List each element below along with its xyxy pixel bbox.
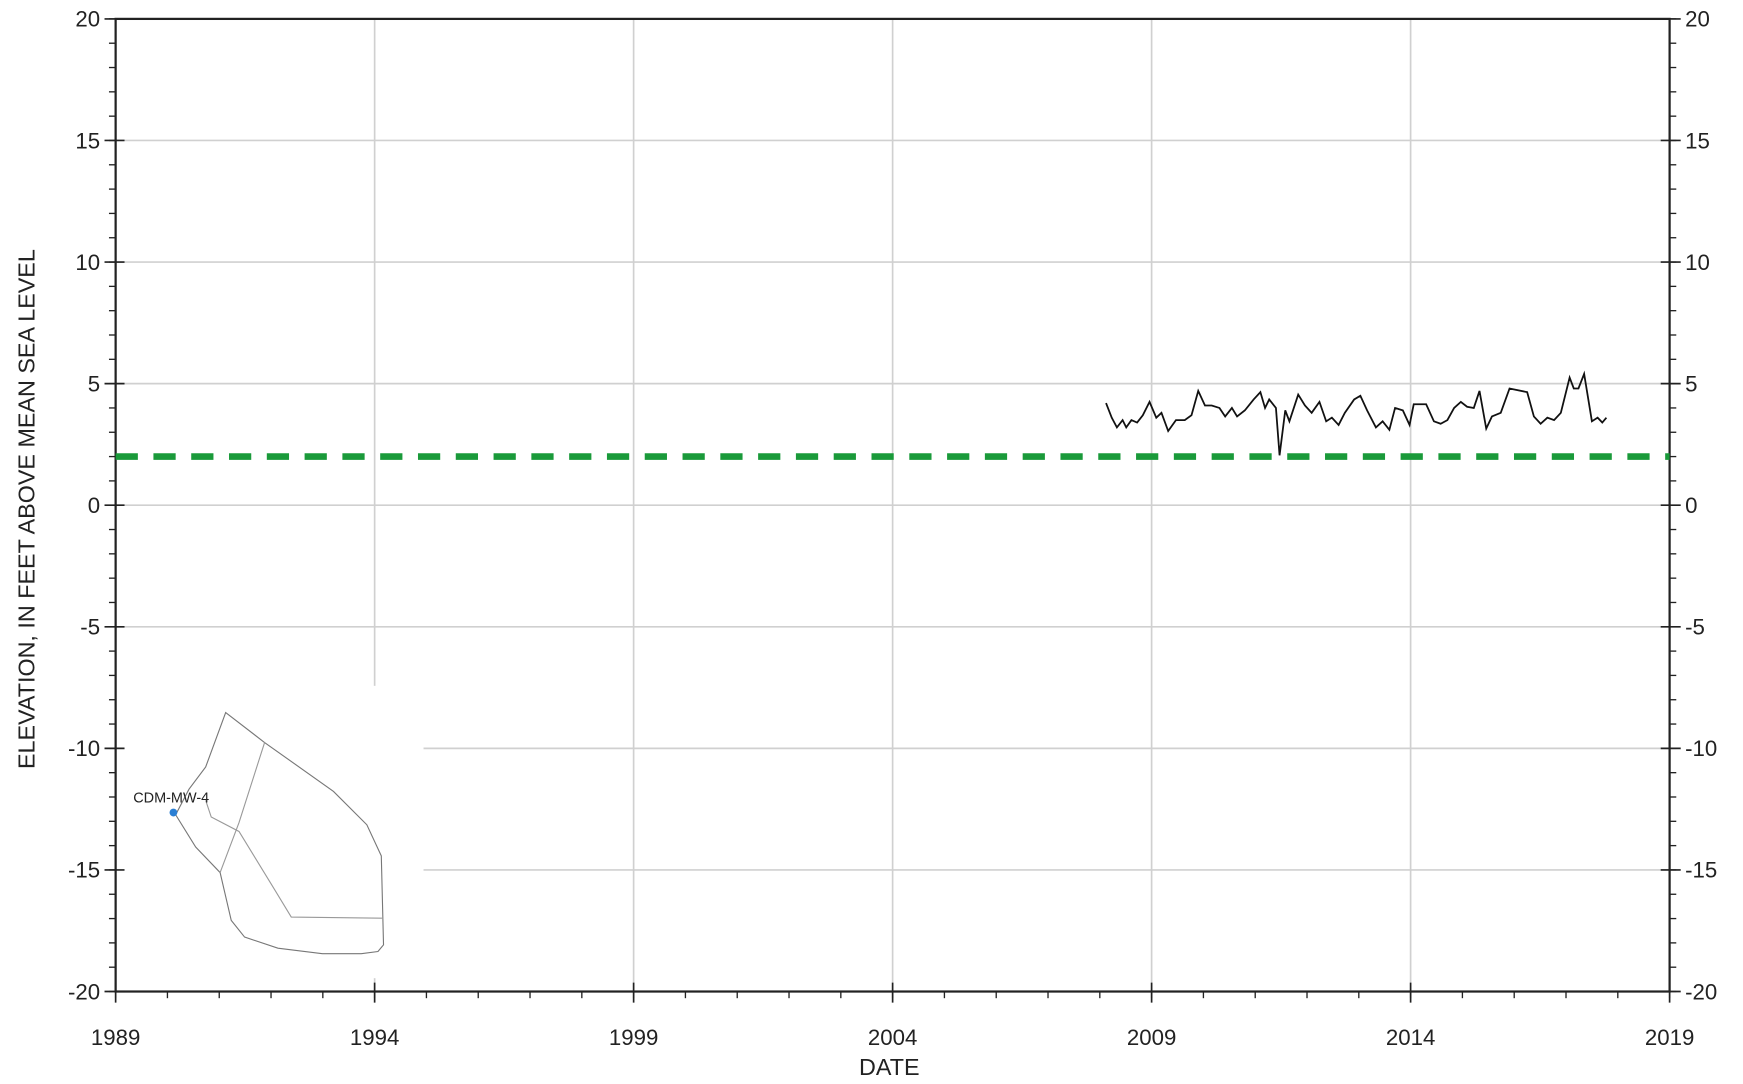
x-tick-label: 2009: [1127, 1025, 1176, 1050]
x-axis-title: DATE: [859, 1054, 919, 1080]
y2-tick-label: -5: [1685, 615, 1705, 640]
y2-tick-label: 0: [1685, 493, 1697, 518]
y2-tick-label: 10: [1685, 250, 1710, 275]
x-tick-label: 1994: [350, 1025, 399, 1050]
y-axis-title: ELEVATION, IN FEET ABOVE MEAN SEA LEVEL: [13, 249, 39, 769]
map-outline: [175, 711, 385, 955]
y-tick-label: -20: [68, 979, 100, 1004]
well-marker: [169, 808, 178, 817]
map-road: [205, 742, 384, 919]
x-tick-label: 1989: [91, 1025, 140, 1050]
y-tick-label: 20: [75, 7, 100, 32]
y2-tick-label: -20: [1685, 979, 1717, 1004]
y-tick-label: 0: [88, 493, 100, 518]
y2-tick-label: 15: [1685, 128, 1710, 153]
x-tick-label: 2019: [1645, 1025, 1694, 1050]
x-tick-label: 2004: [868, 1025, 917, 1050]
y2-tick-label: -10: [1685, 736, 1717, 761]
data-line: [1105, 370, 1608, 456]
inset-background: [116, 685, 424, 979]
y-tick-label: 5: [88, 371, 100, 396]
x-tick-label: 2014: [1386, 1025, 1435, 1050]
well-label: CDM-MW-4: [133, 791, 209, 807]
y-tick-label: -10: [68, 736, 100, 761]
y-tick-label: -5: [80, 615, 100, 640]
y-tick-label: 10: [75, 250, 100, 275]
inset-map: CDM-MW-4: [116, 685, 424, 979]
y2-tick-label: 20: [1685, 7, 1710, 32]
y2-tick-label: 5: [1685, 371, 1697, 396]
y2-tick-label: -15: [1685, 858, 1717, 883]
y-tick-label: 15: [75, 128, 100, 153]
y-tick-label: -15: [68, 858, 100, 883]
x-tick-label: 1999: [609, 1025, 658, 1050]
